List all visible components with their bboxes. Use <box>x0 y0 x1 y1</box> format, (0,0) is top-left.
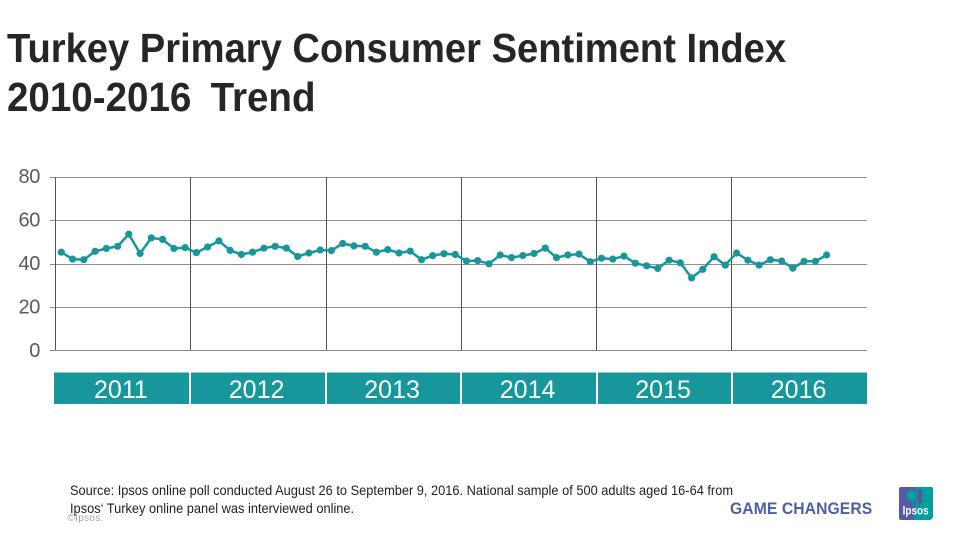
svg-text:0: 0 <box>29 340 40 362</box>
svg-text:2012: 2012 <box>229 376 285 404</box>
svg-text:2014: 2014 <box>500 376 556 404</box>
svg-text:2015: 2015 <box>635 376 691 404</box>
svg-text:Ipsos: Ipsos <box>902 503 928 517</box>
svg-text:2016: 2016 <box>771 376 827 404</box>
svg-text:20: 20 <box>19 297 41 319</box>
svg-text:60: 60 <box>19 210 41 232</box>
svg-text:40: 40 <box>19 253 41 275</box>
svg-text:80: 80 <box>19 166 41 188</box>
svg-text:2011: 2011 <box>94 376 148 404</box>
svg-text:2013: 2013 <box>364 376 420 404</box>
